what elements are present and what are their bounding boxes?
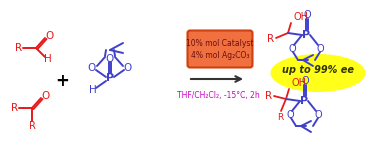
Text: O: O <box>286 110 294 120</box>
Text: O: O <box>316 44 324 54</box>
Text: R: R <box>11 103 18 113</box>
Text: OH: OH <box>293 12 308 22</box>
Text: R: R <box>277 113 283 122</box>
Text: H: H <box>44 54 52 64</box>
Text: R: R <box>268 34 274 44</box>
Ellipse shape <box>271 54 366 92</box>
Text: R: R <box>15 43 22 53</box>
Text: +: + <box>55 72 69 90</box>
Text: O: O <box>45 31 53 41</box>
Text: O: O <box>88 63 96 73</box>
FancyBboxPatch shape <box>187 30 253 67</box>
Text: P: P <box>300 96 308 106</box>
Text: O: O <box>41 91 49 101</box>
Text: P: P <box>106 73 114 83</box>
Text: R: R <box>265 91 273 101</box>
Text: R: R <box>29 121 36 131</box>
Text: P: P <box>302 30 310 40</box>
Text: O: O <box>301 76 309 86</box>
Text: O: O <box>124 63 132 73</box>
Text: up to 99% ee: up to 99% ee <box>282 65 354 75</box>
Text: O: O <box>288 44 296 54</box>
Text: THF/CH₂Cl₂, -15°C, 2h: THF/CH₂Cl₂, -15°C, 2h <box>177 90 259 99</box>
Text: O: O <box>314 110 322 120</box>
Text: OH: OH <box>291 78 306 88</box>
Text: O: O <box>106 54 114 64</box>
Text: 10% mol Catalyst: 10% mol Catalyst <box>186 39 254 48</box>
Text: O: O <box>303 10 311 20</box>
Text: H: H <box>89 85 97 95</box>
Text: 4% mol Ag₂CO₃: 4% mol Ag₂CO₃ <box>191 51 249 60</box>
